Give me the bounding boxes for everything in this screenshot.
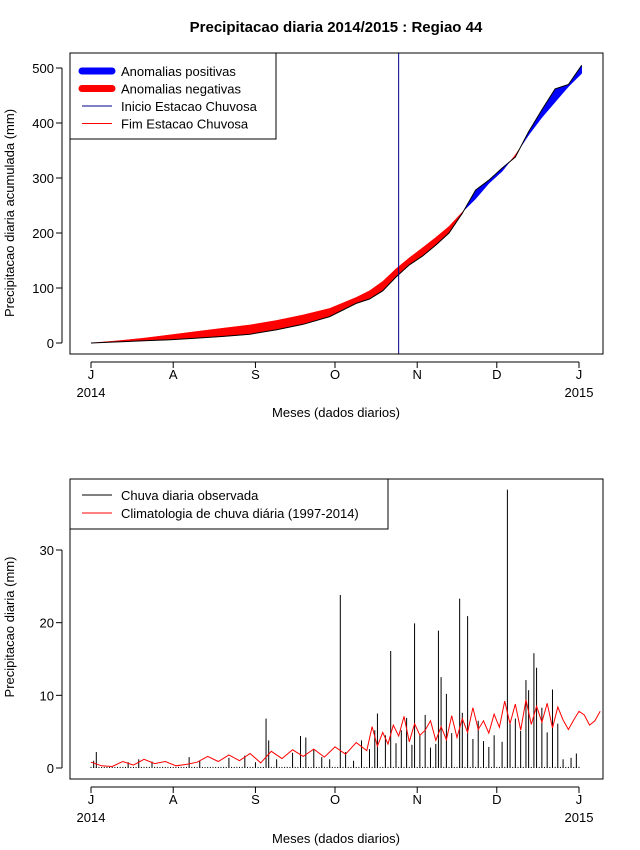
chart1-legend-label: Anomalias positivas [121, 64, 236, 79]
chart1-legend: Anomalias positivas Anomalias negativas In… [69, 52, 277, 140]
chart2-x-tick-label: S [251, 792, 260, 807]
chart1-x-tick-label: D [492, 367, 501, 382]
observed-cumulative-line [90, 65, 583, 344]
chart1-frame [69, 52, 604, 355]
chart1-legend-box [69, 52, 277, 140]
chart2-y-label: Precipitacao diaria (mm) [2, 557, 17, 698]
chart2-y-tick-label: 10 [40, 688, 54, 703]
climatology-line [90, 699, 601, 768]
chart1-x-year-label: 2015 [565, 385, 594, 400]
chart2-y-tick-label: 30 [40, 543, 54, 558]
chart1-x-tick-label: J [88, 367, 95, 382]
chart2-x-tick-label: J [576, 792, 583, 807]
chart1-y-tick-label: 200 [32, 226, 54, 241]
chart2-legend-label: Climatologia de chuva diária (1997-2014) [121, 506, 359, 521]
chart2-legend-label: Chuva diaria observada [121, 488, 259, 503]
chart2-y-axis: 0 10 20 30 [40, 543, 63, 776]
chart1-y-tick-label: 300 [32, 171, 54, 186]
chart1-x-tick-label: N [413, 367, 422, 382]
chart1-x-label: Meses (dados diarios) [272, 405, 400, 420]
chart1-legend-label: Anomalias negativas [121, 82, 241, 97]
chart2-x-axis: J 2014 A S O N D J 2015 [77, 786, 594, 825]
chart2-x-year-label: 2015 [565, 810, 594, 825]
chart1-title: Precipitacao diaria 2014/2015 : Regiao 4… [190, 19, 483, 36]
chart2-x-label: Meses (dados diarios) [272, 831, 400, 846]
chart1-y-tick-label: 400 [32, 116, 54, 131]
chart2-y-tick-label: 20 [40, 616, 54, 631]
chart1-x-tick-label: S [251, 367, 260, 382]
chart1-x-axis: J 2014 A S O N D J 2015 [77, 361, 594, 400]
chart1-y-tick-label: 0 [47, 336, 54, 351]
chart2-x-tick-label: N [413, 792, 422, 807]
chart2-legend: Chuva diaria observada Climatologia de ch… [69, 478, 389, 530]
chart1-y-label: Precipitacao diaria acumulada (mm) [2, 109, 17, 317]
chart1-x-year-label: 2014 [77, 385, 106, 400]
chart1-y-axis: 0 100 200 300 400 500 [32, 61, 63, 351]
chart2-legend-box [69, 478, 389, 530]
chart1-legend-label: Fim Estacao Chuvosa [121, 117, 249, 132]
chart2-x-tick-label: A [169, 792, 178, 807]
chart2-x-tick-label: D [492, 792, 501, 807]
chart1-plot-area [90, 53, 583, 354]
chart1-y-tick-label: 100 [32, 281, 54, 296]
chart2-x-tick-label: O [330, 792, 340, 807]
chart1-x-tick-label: O [330, 367, 340, 382]
chart1-y-tick-label: 500 [32, 61, 54, 76]
chart2-x-tick-label: J [88, 792, 95, 807]
chart1-x-tick-label: A [169, 367, 178, 382]
chart2-x-year-label: 2014 [77, 810, 106, 825]
chart1-legend-label: Inicio Estacao Chuvosa [121, 99, 258, 114]
chart1-x-tick-label: J [576, 367, 583, 382]
chart2-plot-area [90, 489, 601, 768]
chart2-y-tick-label: 0 [47, 761, 54, 776]
